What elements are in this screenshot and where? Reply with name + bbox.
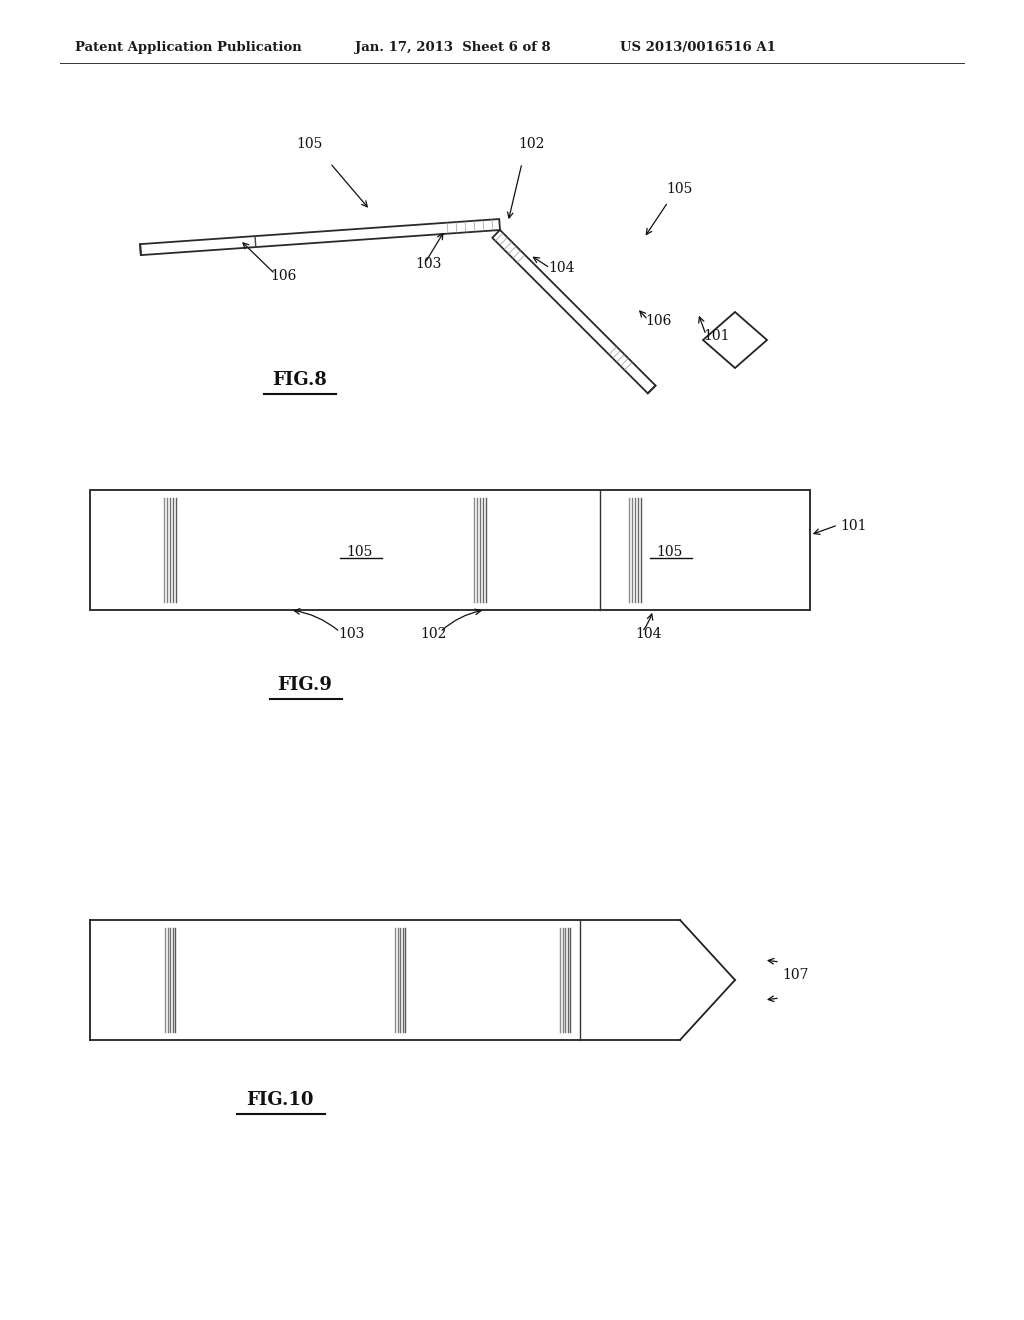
Text: 102: 102	[518, 137, 545, 150]
Text: 105: 105	[656, 545, 683, 558]
Text: 101: 101	[703, 329, 729, 343]
Text: US 2013/0016516 A1: US 2013/0016516 A1	[620, 41, 776, 54]
Text: 101: 101	[840, 519, 866, 533]
Text: 107: 107	[782, 968, 809, 982]
Bar	[90, 490, 810, 610]
Text: Patent Application Publication: Patent Application Publication	[75, 41, 302, 54]
Text: FIG.8: FIG.8	[272, 371, 328, 389]
Text: FIG.10: FIG.10	[246, 1092, 313, 1109]
Text: 105: 105	[297, 137, 324, 150]
Text: Jan. 17, 2013  Sheet 6 of 8: Jan. 17, 2013 Sheet 6 of 8	[355, 41, 551, 54]
Text: 103: 103	[338, 627, 365, 642]
Text: FIG.9: FIG.9	[278, 676, 333, 694]
Text: 104: 104	[635, 627, 662, 642]
Text: 104: 104	[548, 261, 574, 275]
Text: 106: 106	[270, 269, 296, 282]
Text: 102: 102	[420, 627, 446, 642]
Polygon shape	[703, 312, 767, 368]
Text: 106: 106	[645, 314, 672, 327]
Text: 105: 105	[347, 545, 373, 558]
Text: 103: 103	[415, 257, 441, 271]
Text: 105: 105	[666, 182, 692, 195]
